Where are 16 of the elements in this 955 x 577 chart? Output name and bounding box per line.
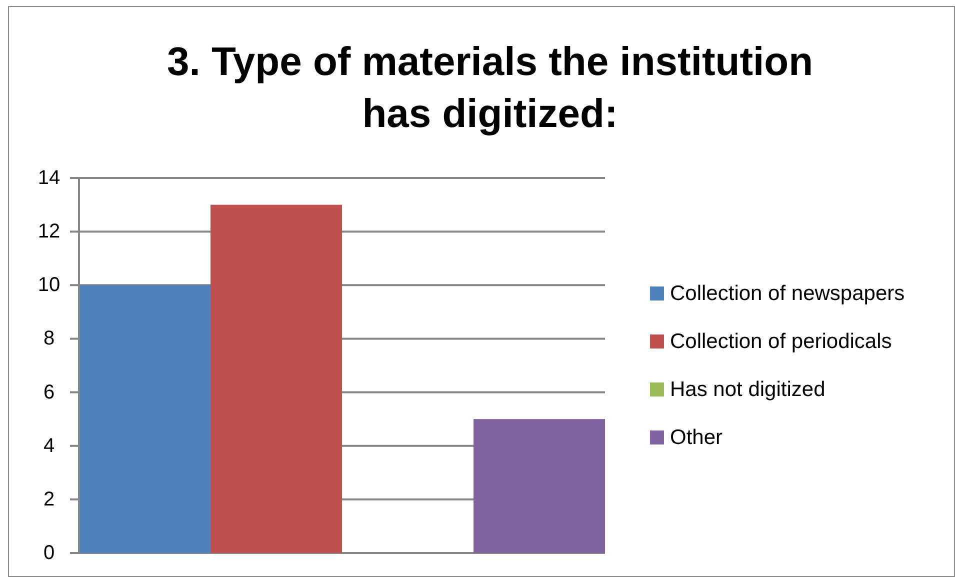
bar (210, 204, 342, 553)
legend-label: Collection of periodicals (670, 330, 892, 353)
y-tick-label: 0 (43, 542, 55, 564)
y-tick-label: 6 (43, 381, 55, 404)
bar (474, 419, 605, 553)
y-tick-label: 2 (43, 488, 55, 510)
y-tick-label: 4 (43, 434, 55, 457)
legend-label: Other (670, 426, 723, 449)
legend-label: Collection of newspapers (670, 282, 905, 305)
y-tick-label: 12 (38, 220, 60, 243)
y-tick-label: 10 (38, 274, 60, 296)
legend-label: Has not digitized (670, 378, 826, 401)
bar (79, 285, 210, 553)
chart-title: 3. Type of materials the institution has digitized: (166, 40, 814, 136)
y-tick-label: 14 (38, 167, 60, 189)
y-tick-label: 8 (43, 328, 55, 350)
